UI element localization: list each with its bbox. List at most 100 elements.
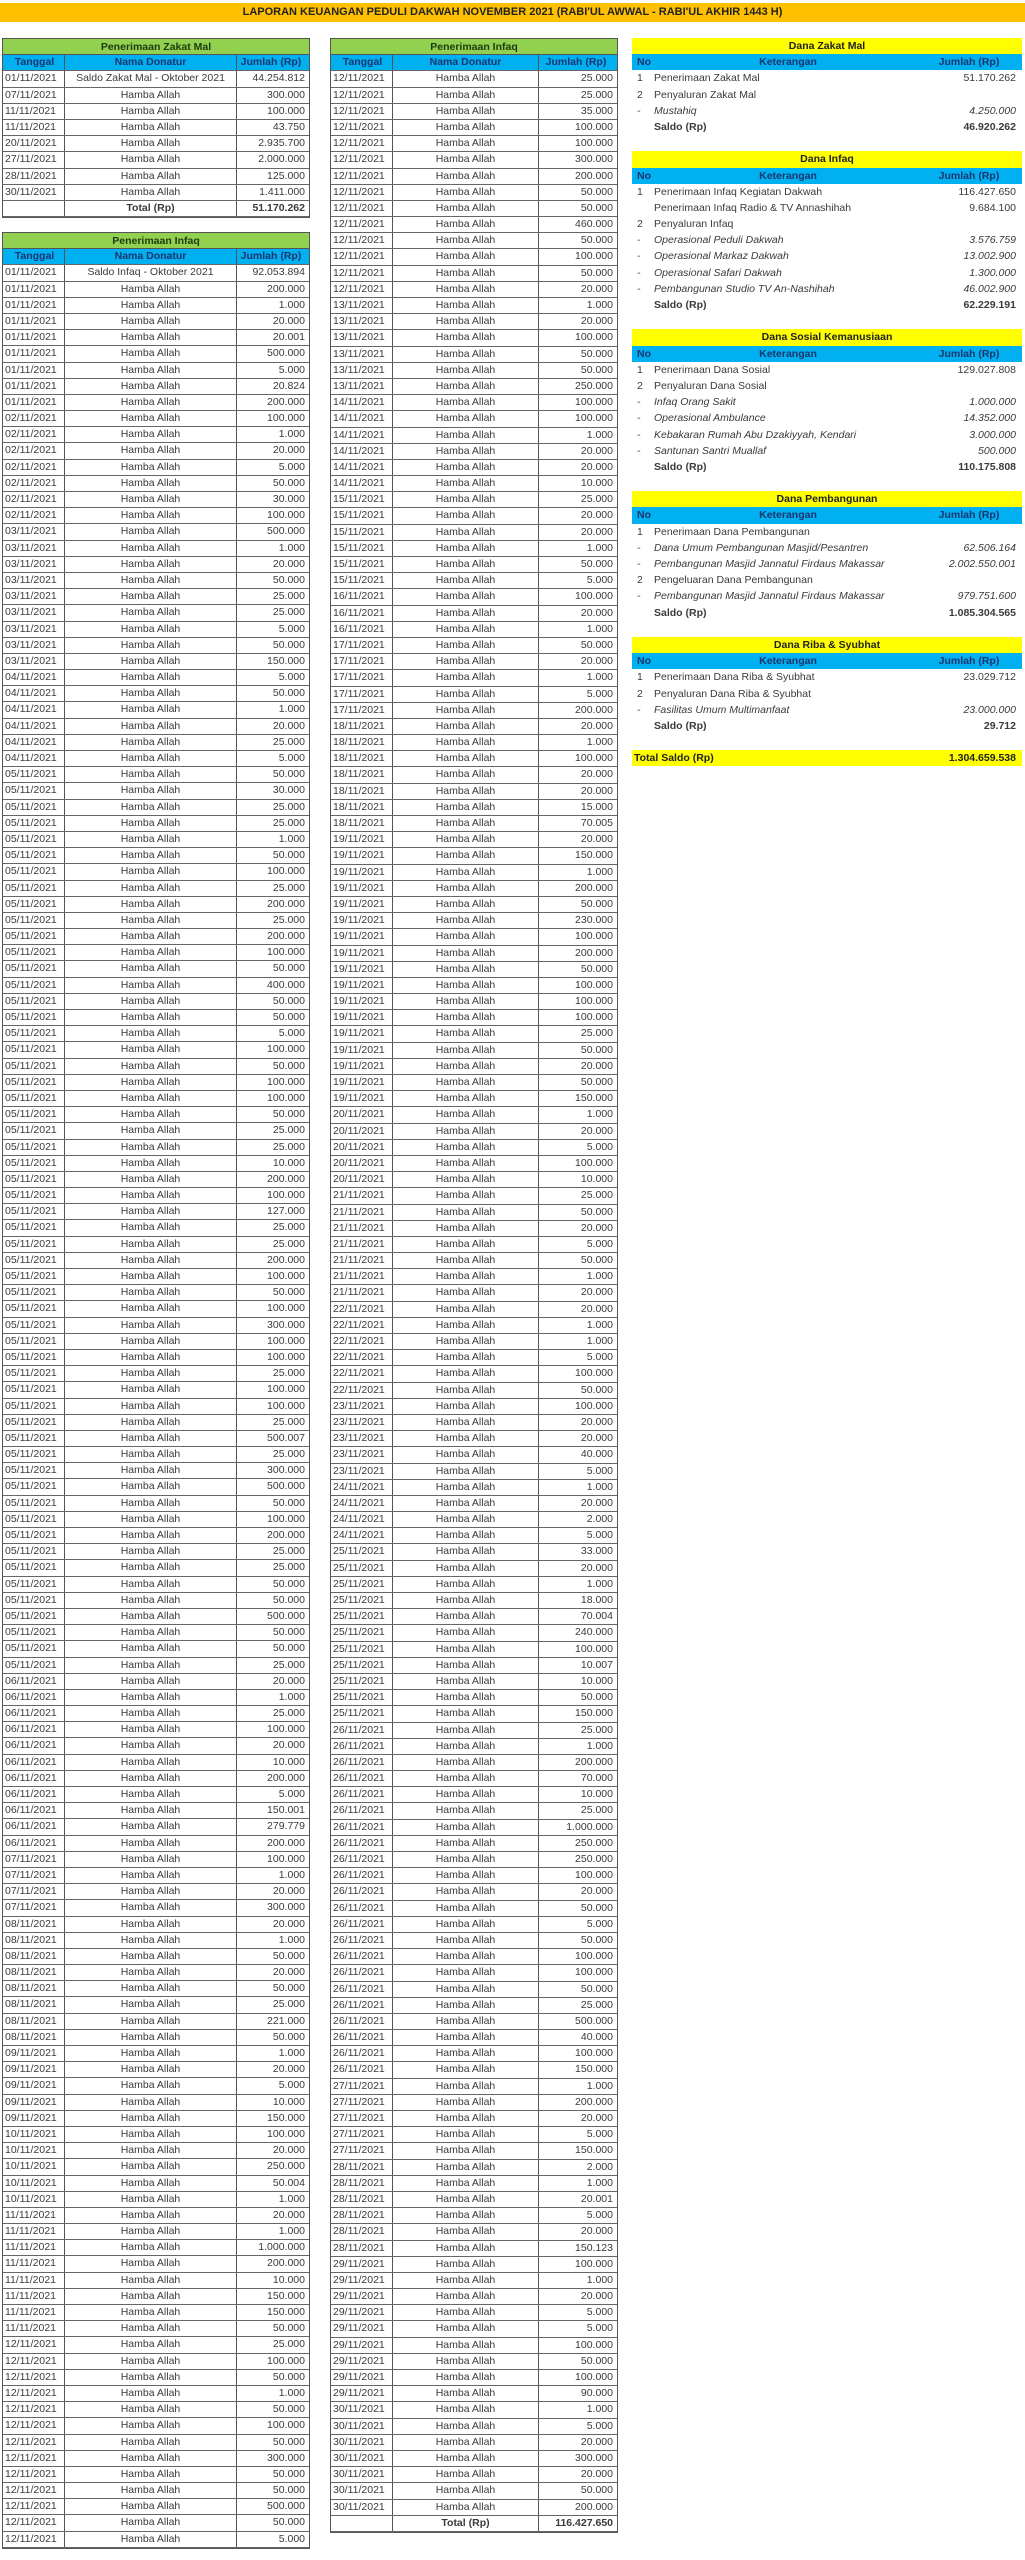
col-date: Tanggal (3, 249, 65, 265)
row-amount: 100.000 (575, 396, 613, 409)
table-row: 23/11/2021 Hamba Allah 20.000 (331, 1414, 617, 1432)
row-amount: 5.000 (586, 574, 613, 587)
row-donor: Hamba Allah (65, 136, 237, 152)
row-donor: Hamba Allah (393, 2111, 539, 2127)
table-row: 08/11/2021 Hamba Allah 50.000 (3, 1981, 309, 1998)
row-date: 11/11/2021 (3, 2321, 65, 2337)
table-row: 12/11/2021 Hamba Allah 50.000 (3, 2402, 309, 2419)
row-date: 05/11/2021 (3, 912, 65, 929)
column-headers: No Keterangan Jumlah (Rp) (632, 54, 1022, 71)
table-row: 24/11/2021 Hamba Allah 5.000 (331, 1528, 617, 1545)
row-date: 22/11/2021 (331, 1334, 393, 1350)
table-row: 17/11/2021 Hamba Allah 1.000 (331, 670, 617, 687)
table-row: 10/11/2021 Hamba Allah 100.000 (3, 2126, 309, 2144)
row-date: 05/11/2021 (3, 1333, 65, 1349)
column-headers: Tanggal Nama Donatur Jumlah (Rp) (3, 55, 309, 72)
item-amount: 3.000.000 (969, 428, 1016, 441)
row-donor: Hamba Allah (65, 1074, 237, 1090)
row-date: 15/11/2021 (331, 573, 393, 589)
row-amount: 50.000 (272, 768, 305, 781)
table-row: 17/11/2021 Hamba Allah 200.000 (331, 702, 617, 719)
table-row: 05/11/2021 Hamba Allah 50.000 (3, 848, 309, 865)
item-amount: 29.712 (983, 719, 1016, 732)
table-row: 20/11/2021 Hamba Allah 20.000 (331, 1123, 617, 1140)
item-label: Penerimaan Infaq Kegiatan Dakwah (654, 185, 823, 198)
row-donor: Hamba Allah (393, 443, 539, 459)
summary-item: Saldo (Rp) 1.085.304.565 (632, 605, 1022, 621)
row-donor: Hamba Allah (393, 524, 539, 540)
table-row: 13/11/2021 Hamba Allah 100.000 (331, 330, 617, 347)
item-amount: 51.170.262 (963, 72, 1016, 85)
row-amount: 20.000 (580, 719, 613, 732)
table-row: 03/11/2021 Hamba Allah 25.000 (3, 605, 309, 622)
row-amount: 20.000 (580, 2435, 613, 2448)
row-amount: 5.000 (586, 2209, 613, 2222)
row-amount: 1.000 (278, 298, 305, 311)
row-donor: Hamba Allah (393, 1835, 539, 1851)
row-amount: 20.000 (580, 444, 613, 457)
row-donor: Hamba Allah (393, 2078, 539, 2094)
row-donor: Hamba Allah (65, 1722, 237, 1738)
row-amount: 5.000 (278, 622, 305, 635)
row-donor: Hamba Allah (393, 1479, 539, 1495)
table-row: 24/11/2021 Hamba Allah 1.000 (331, 1479, 617, 1496)
summary-section: Dana Sosial Kemanusiaan No Keterangan Jumla… (632, 329, 1022, 475)
row-amount: 127.000 (267, 1205, 305, 1218)
row-date: 01/11/2021 (3, 378, 65, 394)
row-amount: 25.000 (272, 913, 305, 926)
table-row: 15/11/2021 Hamba Allah 1.000 (331, 540, 617, 557)
table-row: 03/11/2021 Hamba Allah 50.000 (3, 637, 309, 654)
col-name: Nama Donatur (65, 55, 237, 71)
table-row: 10/11/2021 Hamba Allah 250.000 (3, 2159, 309, 2176)
row-amount: 300.000 (267, 88, 305, 101)
row-amount: 500.000 (267, 525, 305, 538)
summary-item: - Mustahiq 4.250.000 (632, 103, 1022, 119)
item-label: Saldo (Rp) (654, 460, 707, 473)
row-amount: 25.000 (272, 1124, 305, 1137)
row-amount: 5.000 (586, 1237, 613, 1250)
row-donor: Hamba Allah (65, 556, 237, 572)
row-amount: 10.000 (272, 1156, 305, 1169)
table-row: 27/11/2021 Hamba Allah 200.000 (331, 2094, 617, 2111)
table-row: 08/11/2021 Hamba Allah 50.000 (3, 1948, 309, 1966)
row-date: 19/11/2021 (331, 945, 393, 961)
row-amount: 50.000 (272, 2030, 305, 2043)
table-row: 24/11/2021 Hamba Allah 2.000 (331, 1512, 617, 1529)
row-date: 05/11/2021 (3, 1608, 65, 1625)
item-amount: 500.000 (978, 444, 1016, 457)
row-date: 19/11/2021 (331, 1042, 393, 1058)
row-donor: Hamba Allah (65, 1447, 237, 1463)
row-date: 25/11/2021 (331, 1641, 393, 1657)
table-row: 20/11/2021 Hamba Allah 100.000 (331, 1155, 617, 1173)
table-row: 13/11/2021 Hamba Allah 1.000 (331, 298, 617, 315)
row-amount: 50.000 (272, 962, 305, 975)
row-amount: 50.000 (272, 1577, 305, 1590)
row-amount: 10.000 (580, 1674, 613, 1687)
row-donor: Hamba Allah (65, 1090, 237, 1107)
row-amount: 20.001 (272, 331, 305, 344)
item-label: Operasional Markaz Dakwah (654, 250, 789, 263)
row-donor: Hamba Allah (65, 2240, 237, 2256)
row-amount: 35.000 (580, 104, 613, 117)
row-date: 12/11/2021 (3, 2483, 65, 2499)
row-donor: Hamba Allah (393, 1398, 539, 1414)
row-donor: Hamba Allah (393, 1803, 539, 1819)
row-amount: 90.000 (580, 2387, 613, 2400)
row-amount: 500.000 (267, 1609, 305, 1622)
table-row: 05/11/2021 Hamba Allah 25.000 (3, 1139, 309, 1156)
row-amount: 1.000 (586, 736, 613, 749)
row-amount: 2.935.700 (258, 137, 305, 150)
row-donor: Hamba Allah (393, 2256, 539, 2272)
item-no: 2 (637, 687, 643, 700)
row-date: 12/11/2021 (3, 2402, 65, 2418)
table-row: 26/11/2021 Hamba Allah 25.000 (331, 1803, 617, 1820)
row-amount: 1.000 (586, 428, 613, 441)
row-donor: Hamba Allah (65, 2256, 237, 2272)
row-donor: Hamba Allah (393, 1253, 539, 1269)
row-amount: 150.000 (267, 2111, 305, 2124)
row-amount: 50.000 (580, 1901, 613, 1914)
table-row: 14/11/2021 Hamba Allah 1.000 (331, 427, 617, 444)
row-date: 15/11/2021 (331, 540, 393, 556)
row-amount: 25.000 (580, 493, 613, 506)
row-amount: 5.000 (586, 1140, 613, 1153)
